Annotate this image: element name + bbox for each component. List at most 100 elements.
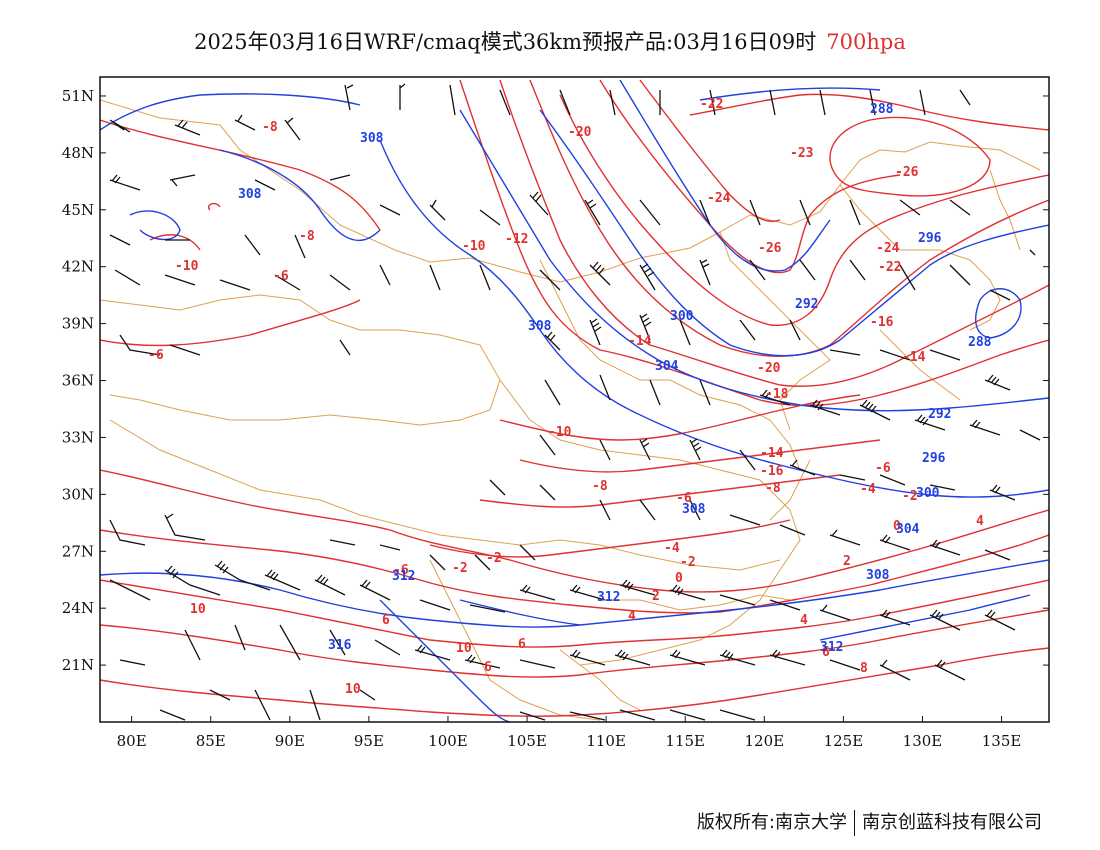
title-level: 700hpa — [826, 30, 906, 54]
plot-frame — [99, 76, 1050, 723]
geopotential-label: 288 — [870, 102, 894, 117]
copyright-footer: 版权所有:南京大学 南京创蓝科技有限公司 — [697, 808, 1042, 836]
y-tick-label: 30N — [62, 485, 94, 503]
geopotential-label: 304 — [896, 522, 920, 537]
geopotential-label: 304 — [655, 359, 679, 374]
x-tick-label: 125E — [824, 732, 864, 750]
geopotential-label: 308 — [866, 568, 890, 583]
temperature-label: -20 — [568, 125, 592, 140]
temperature-label: -6 — [148, 348, 164, 363]
geopotential-label: 308 — [360, 131, 384, 146]
geopotential-label: 312 — [597, 590, 620, 605]
temperature-label: -4 — [664, 541, 680, 556]
temperature-label: -20 — [757, 361, 781, 376]
geopotential-label: 312 — [392, 569, 415, 584]
temperature-label: -14 — [902, 350, 926, 365]
temperature-label: 10 — [345, 682, 361, 697]
temperature-label: 6 — [822, 645, 830, 660]
temperature-label: -2 — [452, 561, 468, 576]
boundary-lines — [100, 99, 1041, 721]
temperature-label: -10 — [462, 239, 486, 254]
geopotential-label-group: 288 296 292 288 300 304 308 308 308 292 … — [238, 102, 992, 655]
temperature-label: -8 — [262, 120, 278, 135]
temperature-label: -2 — [902, 489, 918, 504]
temperature-label: -6 — [676, 491, 692, 506]
y-tick-label: 39N — [62, 315, 94, 333]
temperature-label: -6 — [875, 461, 891, 476]
temperature-label: 0 — [893, 519, 901, 534]
geopotential-label: 300 — [916, 486, 940, 501]
y-tick-label: 21N — [62, 656, 94, 674]
x-tick-label: 110E — [586, 732, 626, 750]
geopotential-label: 316 — [328, 638, 352, 653]
temperature-label: -16 — [870, 315, 894, 330]
temperature-label: 10 — [190, 602, 206, 617]
geopotential-label: 296 — [918, 231, 942, 246]
geopotential-contours — [100, 79, 1049, 722]
geopotential-label: 292 — [795, 297, 818, 312]
temperature-label: -6 — [393, 563, 409, 578]
temperature-label: -16 — [760, 464, 784, 479]
x-tick-label: 135E — [982, 732, 1022, 750]
temperature-label: -8 — [592, 479, 608, 494]
copyright-owner: 版权所有:南京大学 — [696, 812, 847, 833]
temperature-label: -22 — [878, 260, 901, 275]
temperature-label: 0 — [675, 571, 683, 586]
temperature-label: 4 — [976, 514, 984, 529]
temperature-label: 10 — [456, 641, 472, 656]
geopotential-label: 288 — [968, 335, 992, 350]
footer-separator — [854, 810, 855, 836]
temperature-label: -24 — [876, 241, 900, 256]
temperature-label: -4 — [860, 482, 876, 497]
temperature-label: -8 — [765, 481, 781, 496]
temperature-label: -26 — [758, 241, 782, 256]
temperature-label: -8 — [299, 229, 315, 244]
temperature-label: 2 — [652, 589, 660, 604]
title-main: 2025年03月16日WRF/cmaq模式36km预报产品:03月16日09时 — [194, 30, 817, 54]
temperature-label: -12 — [505, 232, 528, 247]
temperature-label: 2 — [843, 554, 851, 569]
temperature-label: 6 — [518, 637, 526, 652]
temperature-label: 4 — [628, 609, 636, 624]
x-tick-label: 130E — [903, 732, 943, 750]
y-tick-label: 45N — [62, 201, 94, 219]
x-tick-label: 105E — [507, 732, 547, 750]
y-tick-label: 33N — [62, 428, 94, 446]
y-tick-label: 24N — [62, 599, 94, 617]
x-tick-label: 90E — [275, 732, 305, 750]
x-tick-label: 100E — [428, 732, 468, 750]
temperature-label: -14 — [760, 446, 784, 461]
y-tick-label: 51N — [62, 87, 94, 105]
y-tick-label: 27N — [62, 542, 94, 560]
geopotential-label: 312 — [820, 640, 843, 655]
x-tick-label: 120E — [745, 732, 785, 750]
temperature-label: 6 — [382, 613, 390, 628]
x-tick-label: 95E — [354, 732, 384, 750]
y-tick-label: 42N — [62, 258, 94, 276]
temperature-label: 8 — [860, 661, 868, 676]
geopotential-label: 308 — [528, 319, 552, 334]
geopotential-label: 300 — [670, 309, 694, 324]
temperature-label: -24 — [707, 191, 731, 206]
y-tick-label: 48N — [62, 144, 94, 162]
temperature-label: -6 — [273, 269, 289, 284]
copyright-company: 南京创蓝科技有限公司 — [862, 812, 1042, 833]
temperature-label: 6 — [484, 660, 492, 675]
longitude-axis: 80E 85E 90E 95E 100E 105E 110E 115E 120E 125E 130E… — [117, 716, 1022, 750]
x-tick-label: 85E — [196, 732, 226, 750]
temperature-label-group: -22 -20 -23 -26 -24 -26 -24 -22 -16 -14 … — [148, 97, 984, 697]
temperature-label: -26 — [895, 165, 919, 180]
geopotential-label: 296 — [922, 451, 946, 466]
geopotential-label: 308 — [682, 502, 706, 517]
temperature-label: -18 — [765, 387, 789, 402]
map-title: 2025年03月16日WRF/cmaq模式36km预报产品:03月16日09时 7… — [0, 26, 1100, 56]
x-tick-label: 115E — [665, 732, 705, 750]
latitude-axis: 51N 48N 45N 42N 39N 36N 33N 30N 27N 24N 21N — [62, 87, 1049, 674]
temperature-label: 4 — [800, 613, 808, 628]
temperature-label: -22 — [700, 97, 723, 112]
geopotential-label: 308 — [238, 187, 262, 202]
y-tick-label: 36N — [62, 372, 94, 390]
temperature-label: -2 — [486, 551, 502, 566]
temperature-label: -14 — [628, 334, 652, 349]
